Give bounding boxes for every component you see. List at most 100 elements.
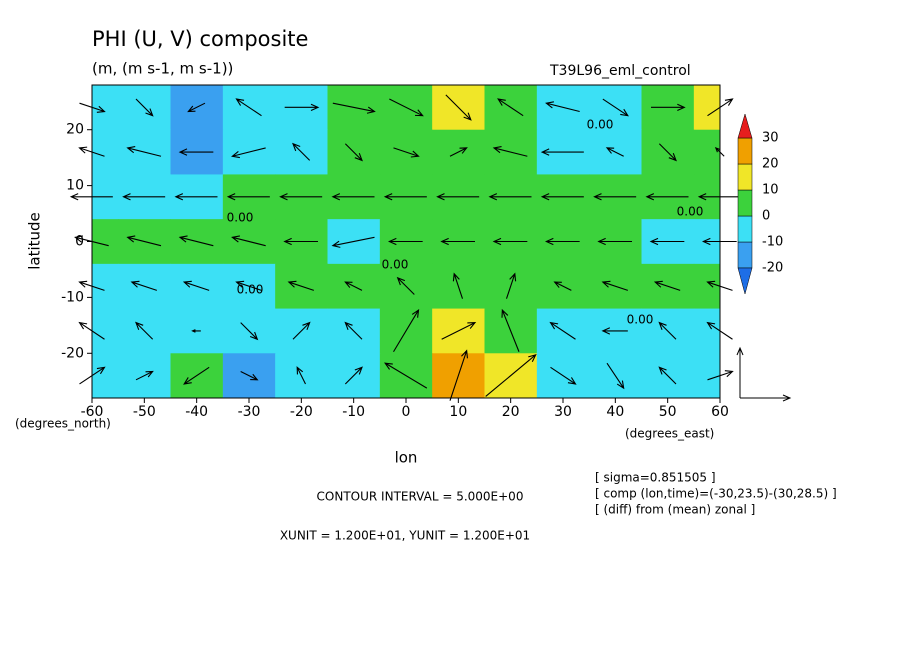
wind-vector — [501, 308, 520, 352]
wind-vector — [597, 237, 632, 246]
wind-vector — [130, 280, 158, 291]
contour-label: 0.00 — [677, 205, 704, 219]
x-axis-label: lon — [395, 449, 418, 467]
wind-vector — [279, 193, 323, 201]
colorbar-label: 20 — [762, 157, 779, 172]
contour-label: 0.00 — [227, 211, 254, 225]
wind-vector — [653, 280, 681, 291]
wind-vector — [332, 102, 376, 114]
wind-vector — [553, 281, 572, 291]
wind-vector — [602, 98, 629, 117]
wind-vector — [505, 272, 517, 299]
colorbar-top — [737, 113, 753, 139]
wind-vector — [387, 237, 423, 246]
wind-vector — [441, 321, 477, 340]
wind-vector — [440, 237, 475, 246]
y-unit-label: (degrees_north) — [15, 417, 111, 431]
wind-vector — [550, 366, 577, 385]
wind-vector — [540, 193, 584, 201]
x-tick-label: 20 — [502, 404, 520, 420]
wind-vector — [344, 143, 363, 162]
colorbar-label: 10 — [762, 183, 779, 198]
y-tick-label: -10 — [61, 289, 84, 305]
wind-vector — [452, 272, 464, 299]
wind-vector — [658, 143, 677, 162]
wind-vector — [240, 370, 259, 381]
wind-vector — [344, 366, 363, 385]
x-tick-label: -50 — [133, 404, 156, 420]
wind-vector — [389, 98, 424, 117]
x-tick-label: -20 — [290, 404, 313, 420]
field-cell — [92, 129, 119, 175]
wind-vector — [296, 366, 306, 385]
wind-vector — [645, 193, 689, 201]
wind-vector — [485, 353, 537, 397]
x-tick-label: 40 — [606, 404, 624, 420]
wind-vector — [497, 98, 524, 117]
x-tick-label: -60 — [81, 404, 104, 420]
x-tick-label: -30 — [238, 404, 261, 420]
contour-label: 0.00 — [627, 313, 654, 327]
y-tick-label: 20 — [66, 122, 84, 138]
x-tick-label: 60 — [711, 404, 729, 420]
wind-vector — [658, 366, 677, 385]
contour-label: 0.00 — [382, 258, 409, 272]
wind-vector — [436, 193, 480, 201]
y-tick-label: 10 — [66, 178, 84, 194]
wind-vector — [492, 237, 528, 246]
wind-vector — [292, 142, 311, 161]
wind-vector — [292, 321, 311, 340]
wind-vector — [283, 237, 318, 246]
wind-vector — [449, 349, 468, 401]
colorbar-label: 0 — [762, 209, 770, 224]
wind-vector — [384, 362, 428, 389]
contour-label: 0.00 — [237, 283, 264, 297]
x-tick-label: 0 — [402, 404, 411, 420]
wind-vector — [182, 280, 210, 291]
wind-vector — [135, 321, 154, 340]
colorbar-label: 30 — [762, 131, 779, 146]
wind-vector — [549, 321, 576, 340]
wind-vector — [593, 193, 637, 201]
wind-vector — [393, 308, 420, 353]
x-tick-label: 10 — [449, 404, 467, 420]
field-cell — [693, 85, 720, 131]
colorbar-segment — [737, 163, 753, 191]
field-cell — [693, 353, 720, 398]
reference-vector — [740, 394, 792, 402]
wind-vector — [231, 235, 266, 247]
wind-vector — [331, 236, 375, 248]
field-cell — [92, 308, 119, 354]
x-tick-label: -40 — [185, 404, 208, 420]
wind-vector — [492, 146, 528, 157]
wind-vector — [449, 147, 468, 157]
chart-title: PHI (U, V) composite — [92, 27, 308, 51]
wind-vector — [658, 321, 677, 340]
wind-vector — [606, 362, 625, 390]
note: [ (diff) from (mean) zonal ] — [595, 503, 755, 517]
wind-vector — [187, 102, 206, 113]
note: [ sigma=0.851505 ] — [595, 471, 716, 485]
colorbar-label: -10 — [762, 235, 783, 250]
wind-vector — [544, 237, 580, 246]
wind-vector — [344, 281, 363, 291]
run-label: T39L96_eml_control — [549, 63, 691, 79]
colorbar-bottom — [737, 267, 753, 295]
wind-vector — [605, 147, 624, 157]
vectors — [69, 94, 741, 401]
wind-vector — [135, 370, 154, 381]
note: [ comp (lon,time)=(-30,23.5)-(30,28.5) ] — [595, 487, 837, 501]
field-cell — [92, 353, 119, 398]
x-unit-label: (degrees_east) — [625, 427, 714, 441]
wind-vector — [183, 366, 210, 385]
colorbar-segment — [737, 137, 753, 165]
wind-vector — [601, 327, 628, 335]
wind-vector — [331, 193, 375, 201]
wind-vector — [488, 193, 532, 201]
wind-vector — [231, 147, 266, 159]
wind-vector — [122, 193, 166, 201]
contour-interval: CONTOUR INTERVAL = 5.000E+00 — [317, 490, 524, 504]
wind-vector — [284, 103, 320, 112]
